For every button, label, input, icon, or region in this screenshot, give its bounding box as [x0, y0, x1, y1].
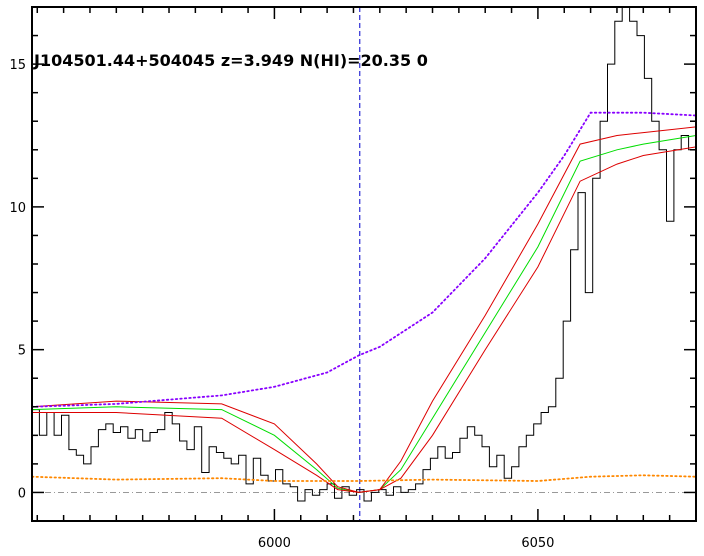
x-tick-label: 6000: [258, 536, 291, 551]
plot-frame: [31, 6, 697, 522]
y-tick-label: 5: [18, 344, 26, 359]
y-tick-label: 15: [9, 58, 26, 73]
model-lower-series-line: [32, 146, 696, 493]
y-tick-label: 0: [18, 486, 26, 501]
continuum-series-line: [32, 111, 696, 408]
model-series-line: [32, 135, 696, 493]
flux-series-line: [32, 7, 696, 502]
series-layer: [32, 7, 696, 521]
error-series-line: [32, 474, 696, 482]
y-tick-label: 10: [9, 201, 26, 216]
plot-area: [32, 7, 696, 521]
chart-title: J104501.44+504045 z=3.949 N(HI)=20.35 0: [33, 51, 428, 70]
x-tick-label: 6050: [521, 536, 554, 551]
axes-layer: 0 5 10 15 6000 6050: [9, 6, 697, 551]
model-upper-series-line: [32, 126, 696, 493]
